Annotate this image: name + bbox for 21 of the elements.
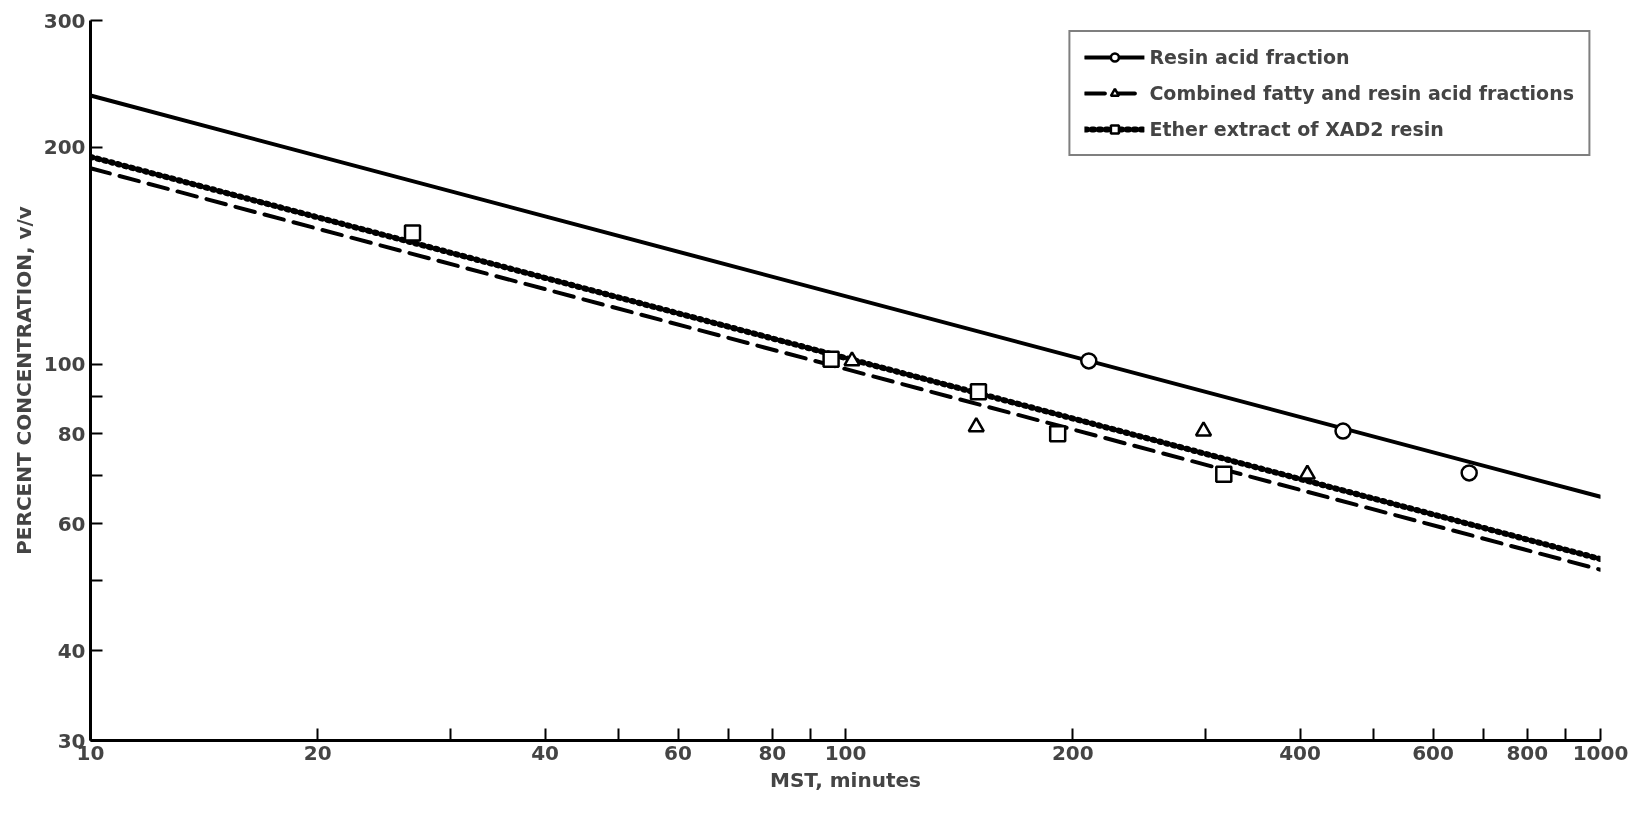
legend-label: Resin acid fraction [1149,46,1350,68]
x-axis-title: MST, minutes [770,767,921,792]
y-tick-label: 80 [57,421,86,446]
x-tick-label: 800 [1506,740,1549,765]
y-tick-label: 300 [43,8,86,33]
x-tick-label: 80 [758,740,787,765]
y-tick-label: 40 [57,638,86,663]
y-tick-label: 60 [57,511,86,536]
x-tick-label: 1000 [1572,740,1629,765]
x-tick-label: 40 [531,740,559,765]
x-tick-label: 60 [664,740,692,765]
x-tick-label: 200 [1051,740,1094,765]
x-tick-label: 20 [303,740,332,765]
legend-label: Ether extract of XAD2 resin [1149,118,1444,140]
x-tick-label: 100 [824,740,867,765]
x-tick-label: 600 [1412,740,1454,765]
y-axis-title: PERCENT CONCENTRATION, v/v [11,206,36,555]
legend-label: Combined fatty and resin acid fractions [1149,82,1574,104]
y-tick-label: 200 [43,135,86,160]
x-tick-label: 400 [1279,740,1321,765]
y-tick-label: 100 [43,352,86,377]
